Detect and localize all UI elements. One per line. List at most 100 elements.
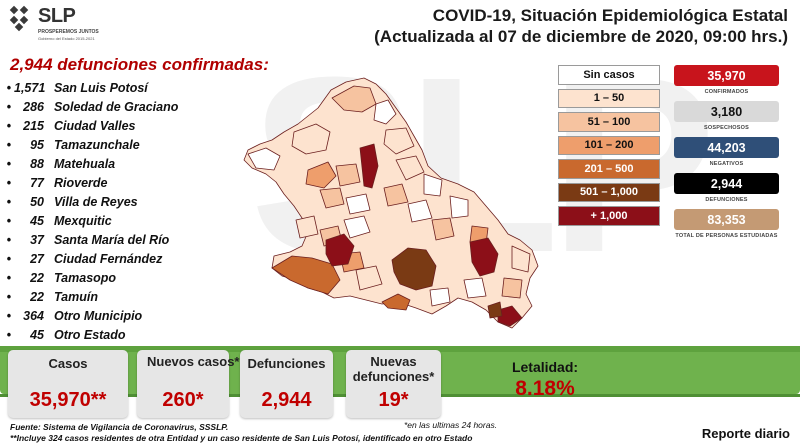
map-region bbox=[305, 161, 337, 189]
municipality-deaths: 364 bbox=[23, 308, 44, 323]
municipality-name: Rioverde bbox=[54, 175, 108, 190]
deaths-heading: 2,944 defunciones confirmadas: bbox=[10, 55, 269, 74]
municipality-name: Villa de Reyes bbox=[54, 194, 138, 209]
municipality-deaths: 77 bbox=[30, 175, 44, 190]
stat-label: DEFUNCIONES bbox=[705, 197, 748, 203]
map-region bbox=[383, 127, 415, 155]
page-subtitle: (Actualizada al 07 de diciembre de 2020,… bbox=[374, 27, 788, 46]
casos-value: 35,970** bbox=[29, 389, 107, 411]
map-region bbox=[407, 199, 433, 223]
defunciones-card: Defunciones 2,944 bbox=[240, 350, 333, 418]
map-region bbox=[247, 147, 281, 171]
municipality-name: Ciudad Valles bbox=[54, 118, 136, 133]
municipality-deaths: 215 bbox=[23, 118, 44, 133]
map-region bbox=[395, 155, 425, 181]
municipality-name: Ciudad Fernández bbox=[54, 251, 163, 266]
bullet-icon: • bbox=[6, 80, 12, 95]
map-region bbox=[383, 183, 409, 207]
logo-text: SLP bbox=[38, 5, 76, 27]
stat-label: TOTAL DE PERSONAS ESTUDIADAS bbox=[675, 233, 778, 239]
municipality-row: • 77 Rioverde bbox=[4, 173, 264, 192]
map-region bbox=[469, 237, 499, 277]
municipality-deaths: 286 bbox=[23, 99, 44, 114]
municipality-row: • 45 Mexquitic bbox=[4, 211, 264, 230]
nuevos-casos-card: Nuevos casos* 260* bbox=[137, 350, 240, 418]
nuevos-casos-label: Nuevos casos* bbox=[147, 354, 240, 369]
nuevas-defunciones-value: 19* bbox=[378, 389, 409, 411]
map-region bbox=[359, 143, 379, 189]
municipality-name: Tamuín bbox=[54, 289, 98, 304]
legend-item: 1 – 50 bbox=[558, 88, 660, 108]
map-region bbox=[511, 245, 531, 273]
bullet-icon: • bbox=[6, 175, 12, 190]
bullet-icon: • bbox=[6, 308, 12, 323]
bullet-icon: • bbox=[6, 327, 12, 342]
stat-value: 83,353 bbox=[674, 209, 779, 230]
legend-item: 101 – 200 bbox=[558, 135, 660, 155]
bullet-icon: • bbox=[6, 137, 12, 152]
municipality-row: • 88 Matehuala bbox=[4, 154, 264, 173]
page-title: COVID-19, Situación Epidemiológica Estat… bbox=[432, 6, 788, 25]
nuevas-defunciones-card: Nuevas defunciones* 19* bbox=[346, 350, 441, 418]
map-region bbox=[429, 287, 451, 307]
municipality-deaths: 88 bbox=[30, 156, 44, 171]
municipality-deaths: 37 bbox=[30, 232, 44, 247]
casos-label: Casos bbox=[48, 356, 88, 371]
stat-label: CONFIRMADOS bbox=[704, 89, 749, 95]
stat-label: SOSPECHOSOS bbox=[704, 125, 749, 131]
summary-band-top bbox=[0, 346, 800, 352]
bullet-icon: • bbox=[6, 99, 12, 114]
map-region bbox=[291, 123, 331, 155]
map-region bbox=[345, 193, 371, 215]
map-region bbox=[391, 247, 437, 291]
logo-subtitle: Gobierno del Estado 2015-2021 bbox=[38, 36, 95, 41]
map-region bbox=[381, 293, 411, 311]
municipality-row: • 215 Ciudad Valles bbox=[4, 116, 264, 135]
municipality-name: Otro Estado bbox=[54, 327, 126, 342]
municipality-deaths: 1,571 bbox=[14, 80, 46, 95]
municipality-deaths: 22 bbox=[30, 289, 44, 304]
municipality-deaths: 45 bbox=[30, 213, 44, 228]
map-region bbox=[463, 277, 487, 299]
letalidad-label: Letalidad: bbox=[511, 359, 579, 375]
map-region bbox=[497, 305, 523, 327]
municipality-name: Mexquitic bbox=[54, 213, 112, 228]
legend-item: Sin casos bbox=[558, 65, 660, 85]
municipality-deaths: 27 bbox=[30, 251, 44, 266]
municipality-row: • 27 Ciudad Fernández bbox=[4, 249, 264, 268]
bullet-icon: • bbox=[6, 270, 12, 285]
map-region bbox=[373, 99, 397, 125]
bullet-icon: • bbox=[6, 251, 12, 266]
nuevas-defunciones-label: Nuevas defunciones* bbox=[352, 354, 435, 384]
municipality-row: • 286 Soledad de Graciano bbox=[4, 97, 264, 116]
map-region bbox=[295, 215, 319, 239]
bullet-icon: • bbox=[6, 194, 12, 209]
municipality-row: • 45 Otro Estado bbox=[4, 325, 264, 344]
letalidad-block: Letalidad: 8.18% bbox=[455, 352, 635, 404]
stat-value: 3,180 bbox=[674, 101, 779, 122]
logo-tagline: PROSPEREMOS JUNTOS bbox=[38, 29, 99, 35]
slp-emblem-icon bbox=[9, 5, 29, 32]
map-legend: Sin casos 1 – 50 51 – 100 101 – 200 201 – 50… bbox=[558, 65, 660, 230]
stat-value: 44,203 bbox=[674, 137, 779, 158]
municipality-row: • 50 Villa de Reyes bbox=[4, 192, 264, 211]
map-region bbox=[431, 217, 455, 241]
municipality-row: • 364 Otro Municipio bbox=[4, 306, 264, 325]
municipality-name: Tamazunchale bbox=[54, 137, 140, 152]
stat-value: 35,970 bbox=[674, 65, 779, 86]
map-region bbox=[449, 195, 469, 219]
municipality-deaths: 22 bbox=[30, 270, 44, 285]
daily-report-label: Reporte diario bbox=[701, 426, 790, 441]
map-region bbox=[325, 233, 355, 267]
municipality-name: Soledad de Graciano bbox=[54, 99, 179, 114]
municipality-row: • 95 Tamazunchale bbox=[4, 135, 264, 154]
municipality-row: • 1,571 San Luis Potosí bbox=[4, 78, 264, 97]
letalidad-value: 8.18% bbox=[515, 377, 575, 400]
municipality-name: Tamasopo bbox=[54, 270, 117, 285]
municipality-row: • 37 Santa María del Río bbox=[4, 230, 264, 249]
municipality-deaths: 45 bbox=[30, 327, 44, 342]
map-region bbox=[271, 255, 341, 295]
bullet-icon: • bbox=[6, 289, 12, 304]
bullet-icon: • bbox=[6, 156, 12, 171]
map-region bbox=[355, 265, 383, 291]
